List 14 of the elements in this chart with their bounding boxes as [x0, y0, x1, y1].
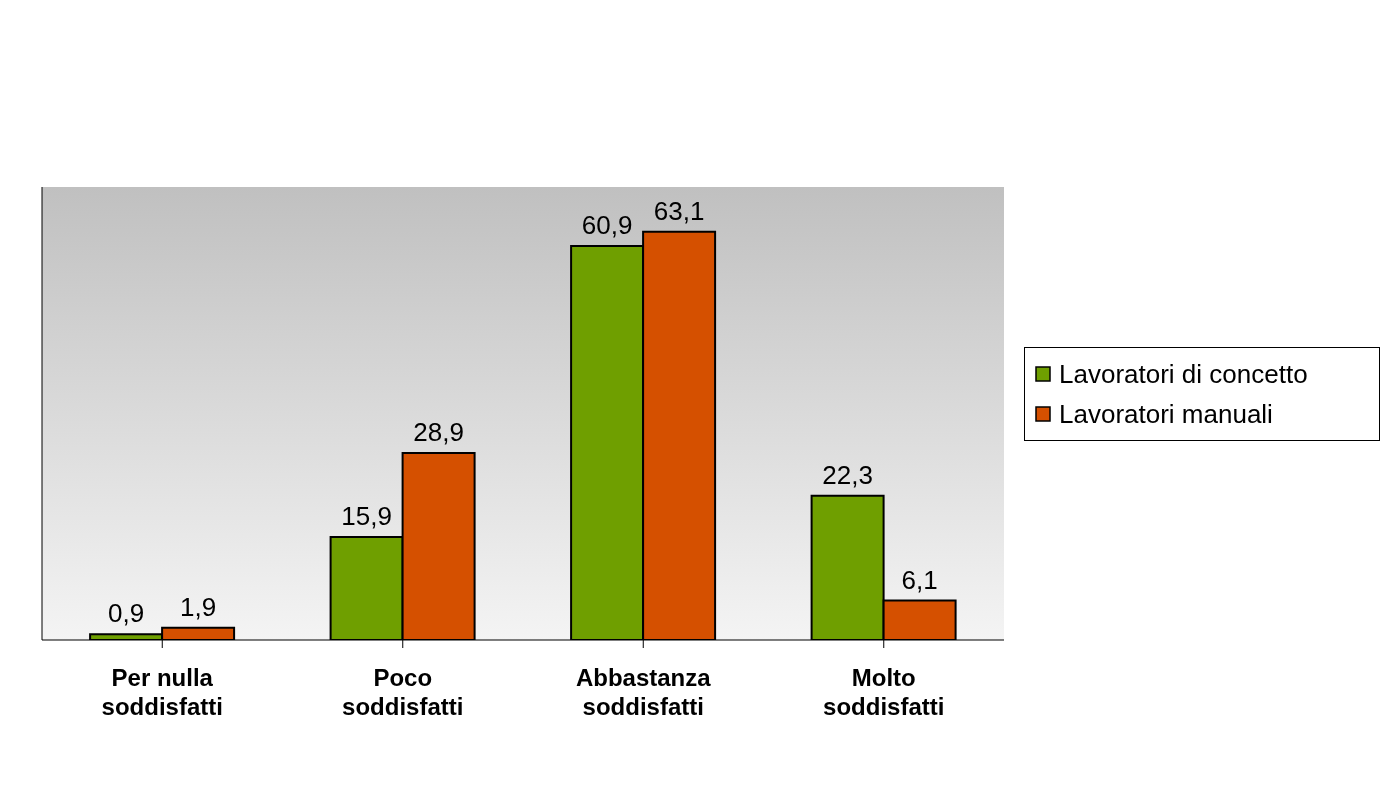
data-label: 15,9: [341, 501, 392, 532]
data-label: 60,9: [581, 209, 633, 240]
legend-label: Lavoratori manuali: [1059, 398, 1273, 431]
x-tick-label: Abbastanza soddisfatti: [575, 664, 712, 720]
x-tick-label: Molto soddisfatti: [823, 664, 945, 720]
data-label: 22,3: [822, 459, 873, 490]
data-label: 6,1: [901, 564, 938, 595]
data-label: 1,9: [180, 591, 217, 622]
x-tick-label: Per nulla soddisfatti: [101, 664, 223, 720]
data-label: 63,1: [653, 195, 705, 226]
data-label: 0,9: [108, 598, 145, 629]
legend-label: Lavoratori di concetto: [1059, 358, 1308, 391]
data-label: 28,9: [413, 416, 464, 447]
x-tick-label: Poco soddisfatti: [342, 664, 464, 720]
